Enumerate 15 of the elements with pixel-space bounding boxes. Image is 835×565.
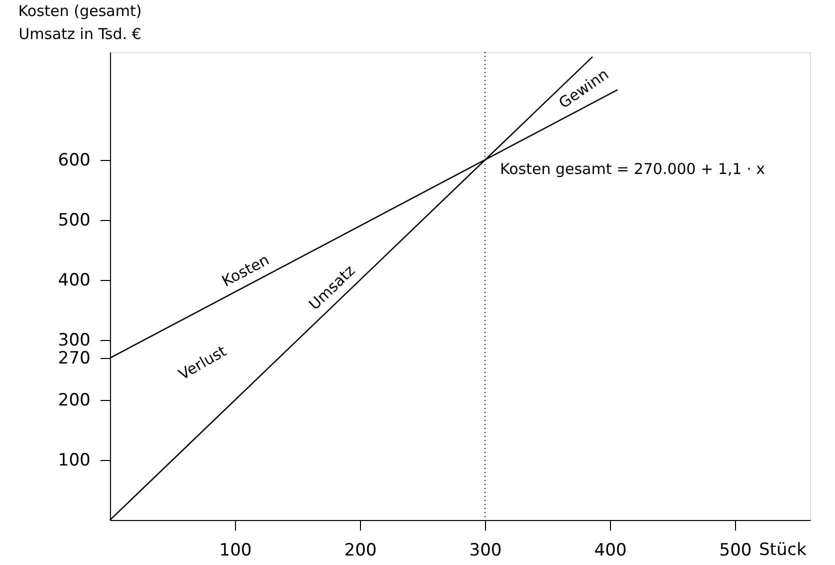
x-tick-label: 200 <box>344 540 377 560</box>
y-tick-label: 200 <box>58 390 90 410</box>
annotation: Kosten gesamt = 270.000 + 1,1 · x <box>500 160 766 178</box>
x-tick-label: 500 <box>719 540 752 560</box>
y-tick-label: 500 <box>58 210 90 230</box>
y-tick-label: 270 <box>58 348 90 368</box>
y-axis-title: Kosten (gesamt) Umsatz in Tsd. € <box>18 2 142 43</box>
x-tick-label: 400 <box>594 540 627 560</box>
x-tick-label: 300 <box>469 540 502 560</box>
y-tick-label: 100 <box>58 450 90 470</box>
x-tick-label: 100 <box>219 540 252 560</box>
x-axis-title: Stück <box>759 540 807 560</box>
y-tick-label: 400 <box>58 270 90 290</box>
y-tick-label: 600 <box>58 150 90 170</box>
y-tick-label: 300 <box>58 330 90 350</box>
